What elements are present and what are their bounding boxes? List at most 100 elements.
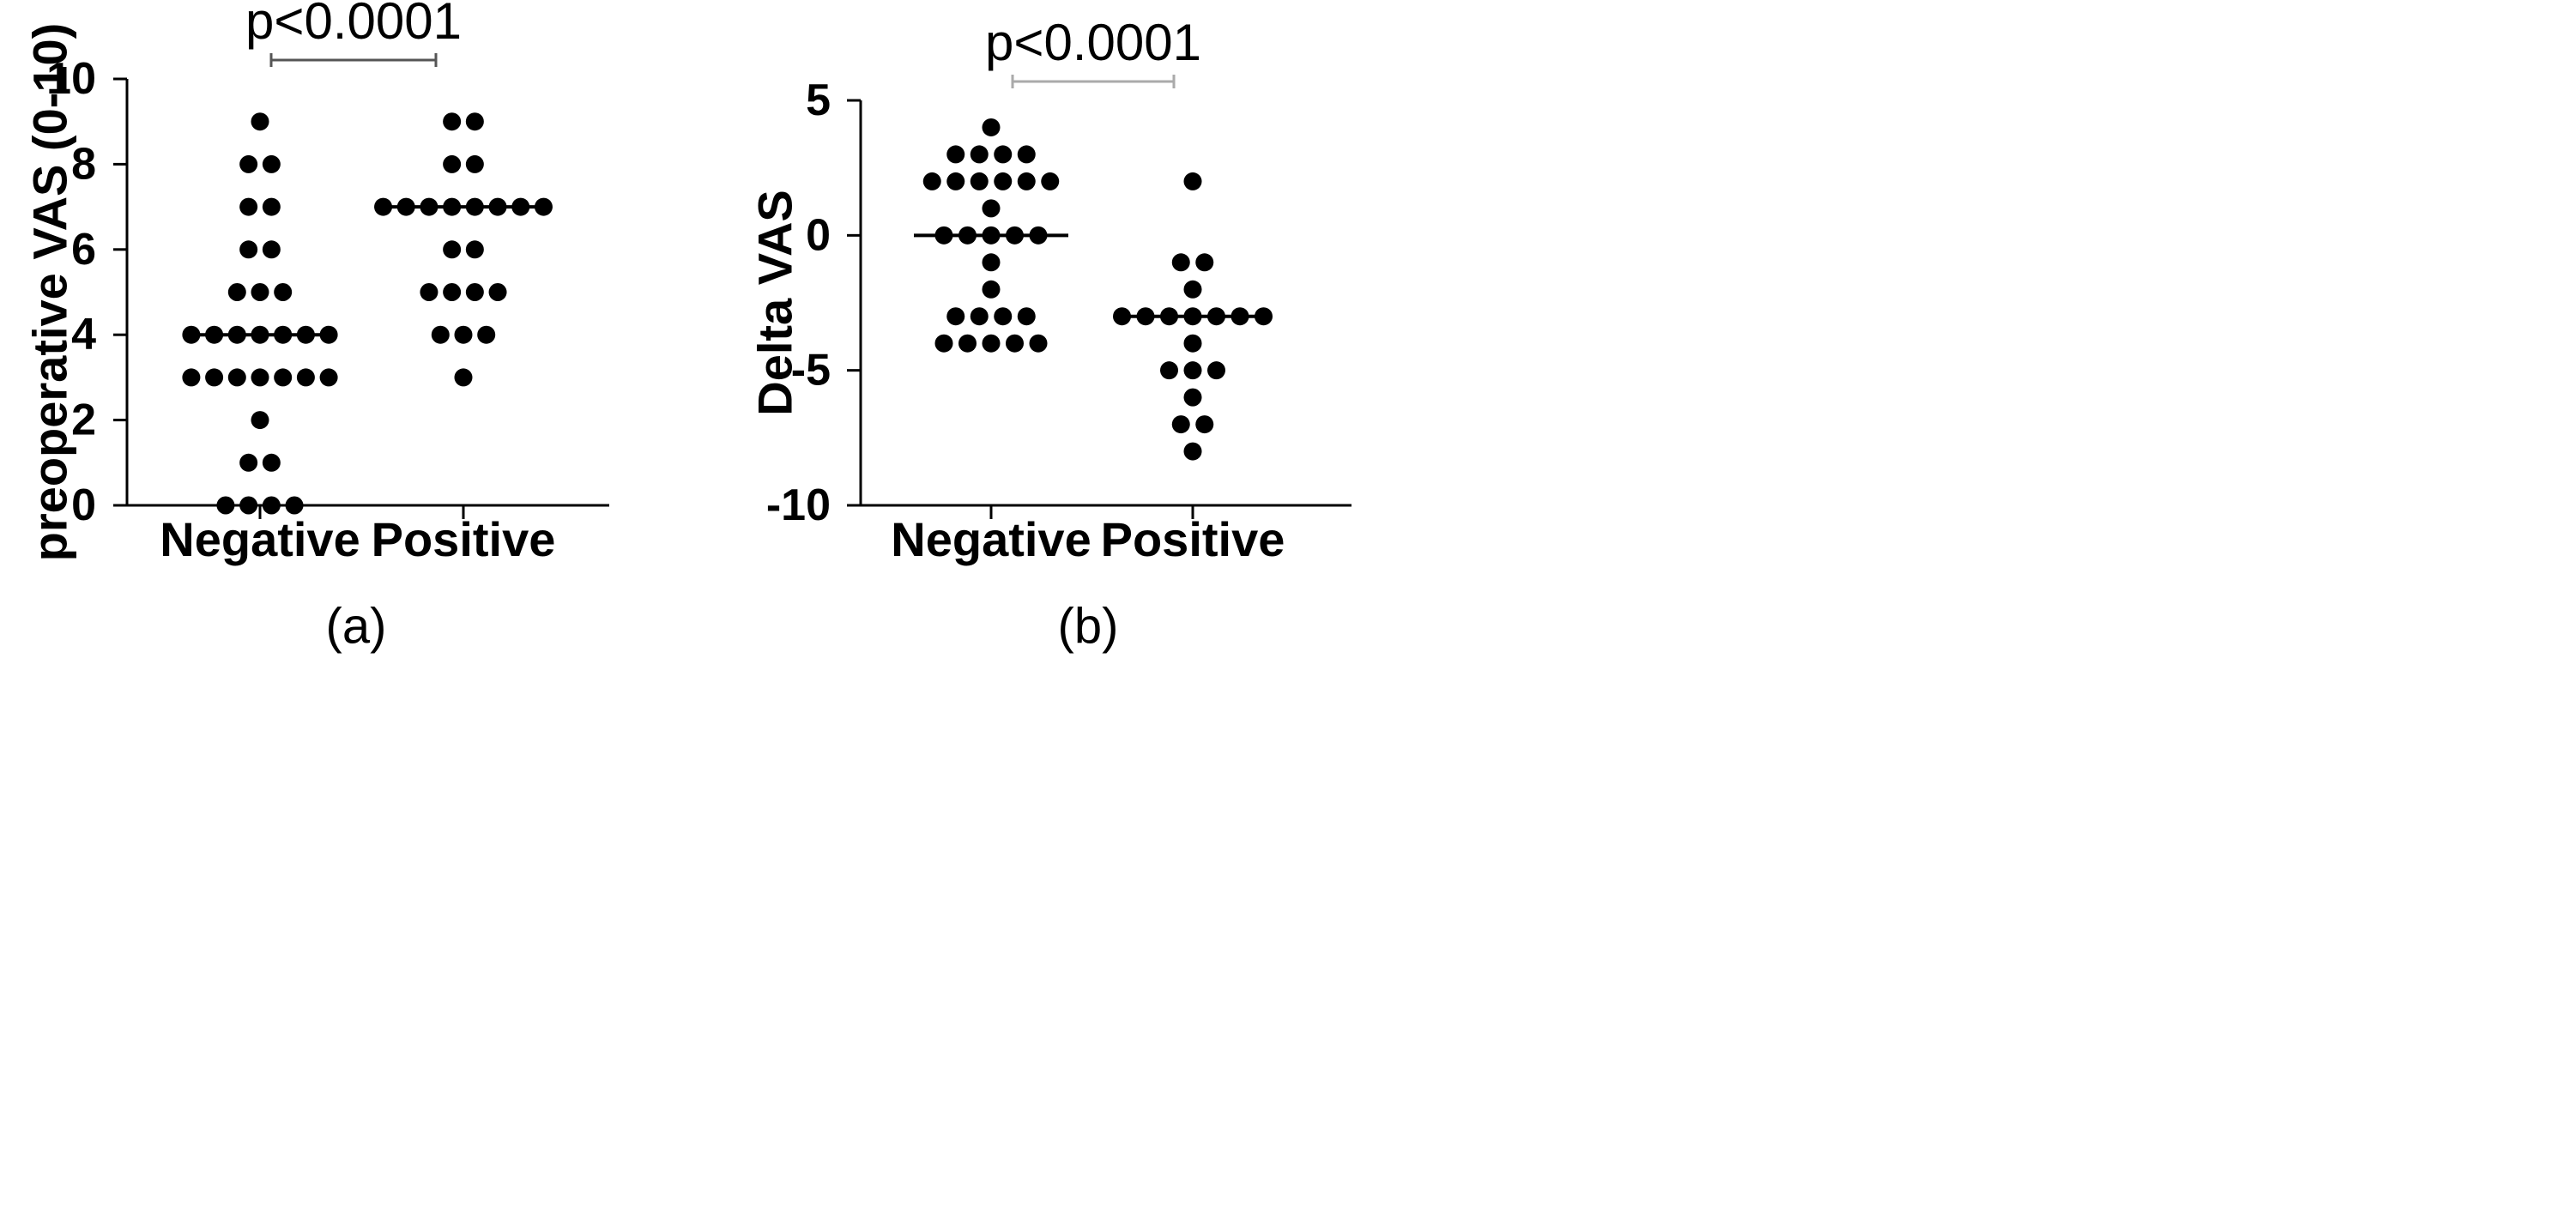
data-point: [534, 197, 553, 216]
data-point: [1136, 307, 1155, 326]
data-point: [958, 334, 977, 353]
data-point: [251, 368, 269, 387]
data-point: [216, 496, 235, 515]
data-point: [420, 283, 438, 301]
data-point: [396, 197, 415, 216]
data-point: [227, 368, 246, 387]
data-point: [251, 283, 269, 301]
data-point: [465, 154, 484, 173]
data-point: [205, 325, 224, 344]
y-tick-label: 2: [71, 396, 96, 445]
panel-label: (a): [326, 599, 387, 655]
data-point: [465, 240, 484, 259]
data-point: [1029, 334, 1048, 353]
data-point: [1006, 226, 1024, 245]
data-point: [319, 325, 338, 344]
significance-label: p<0.0001: [985, 14, 1201, 71]
x-category-label: Negative: [160, 512, 360, 566]
data-point: [1171, 253, 1190, 272]
data-point: [970, 307, 989, 326]
x-category-label: Positive: [372, 512, 556, 566]
data-point: [374, 197, 393, 216]
data-point: [946, 145, 965, 164]
data-point: [1006, 334, 1024, 353]
data-point: [982, 226, 1001, 245]
data-point: [982, 118, 1001, 136]
data-point: [274, 325, 293, 344]
significance-label: p<0.0001: [245, 0, 462, 50]
data-point: [443, 112, 462, 131]
data-point: [1017, 172, 1036, 190]
data-point: [420, 197, 438, 216]
data-point: [994, 307, 1013, 326]
y-tick-label: 0: [71, 480, 96, 530]
data-point: [443, 240, 462, 259]
data-point: [431, 325, 450, 344]
y-tick-label: 4: [71, 310, 96, 359]
data-point: [934, 226, 953, 245]
data-point: [296, 325, 315, 344]
x-category-label: Negative: [891, 512, 1091, 566]
data-point: [454, 325, 473, 344]
data-point: [982, 199, 1001, 218]
data-point: [946, 307, 965, 326]
data-point: [443, 283, 462, 301]
data-point: [227, 325, 246, 344]
data-point: [982, 253, 1001, 272]
data-point: [1171, 415, 1190, 434]
data-point: [262, 496, 281, 515]
y-tick-label: -10: [766, 480, 831, 530]
y-tick-label: 0: [806, 210, 831, 260]
data-point: [1041, 172, 1060, 190]
data-point: [1113, 307, 1131, 326]
data-point: [262, 240, 281, 259]
data-point: [205, 368, 224, 387]
data-point: [274, 368, 293, 387]
data-point: [970, 172, 989, 190]
y-tick-label: 6: [71, 225, 96, 275]
data-point: [994, 172, 1013, 190]
data-point: [982, 280, 1001, 299]
y-axis-title: Delta VAS: [748, 190, 802, 415]
data-point: [511, 197, 530, 216]
data-point: [251, 112, 269, 131]
data-point: [1017, 307, 1036, 326]
y-tick-label: 10: [46, 54, 96, 104]
data-point: [465, 197, 484, 216]
data-point: [922, 172, 941, 190]
data-point: [1231, 307, 1249, 326]
data-point: [239, 240, 258, 259]
data-point: [994, 145, 1013, 164]
data-point: [958, 226, 977, 245]
data-point: [477, 325, 496, 344]
data-point: [934, 334, 953, 353]
data-point: [454, 368, 473, 387]
data-point: [239, 154, 258, 173]
data-point: [319, 368, 338, 387]
data-point: [251, 325, 269, 344]
panel-b: -10 -5 0 5 Delta VAS Negative Positive p<0.0001…: [748, 14, 1351, 655]
data-point: [1183, 172, 1202, 190]
data-point: [946, 172, 965, 190]
data-point: [970, 145, 989, 164]
data-point: [443, 154, 462, 173]
y-tick-label: 8: [71, 139, 96, 189]
data-point: [1183, 361, 1202, 380]
data-point: [1183, 442, 1202, 461]
data-point: [227, 283, 246, 301]
data-point: [239, 197, 258, 216]
data-point: [1183, 307, 1202, 326]
data-point: [1207, 361, 1225, 380]
data-point: [1195, 253, 1214, 272]
data-point: [465, 283, 484, 301]
data-point: [1017, 145, 1036, 164]
data-point: [182, 368, 201, 387]
data-point: [465, 112, 484, 131]
data-point: [1183, 280, 1202, 299]
data-point: [1207, 307, 1225, 326]
data-point: [296, 368, 315, 387]
data-point: [251, 411, 269, 430]
data-point: [1029, 226, 1048, 245]
